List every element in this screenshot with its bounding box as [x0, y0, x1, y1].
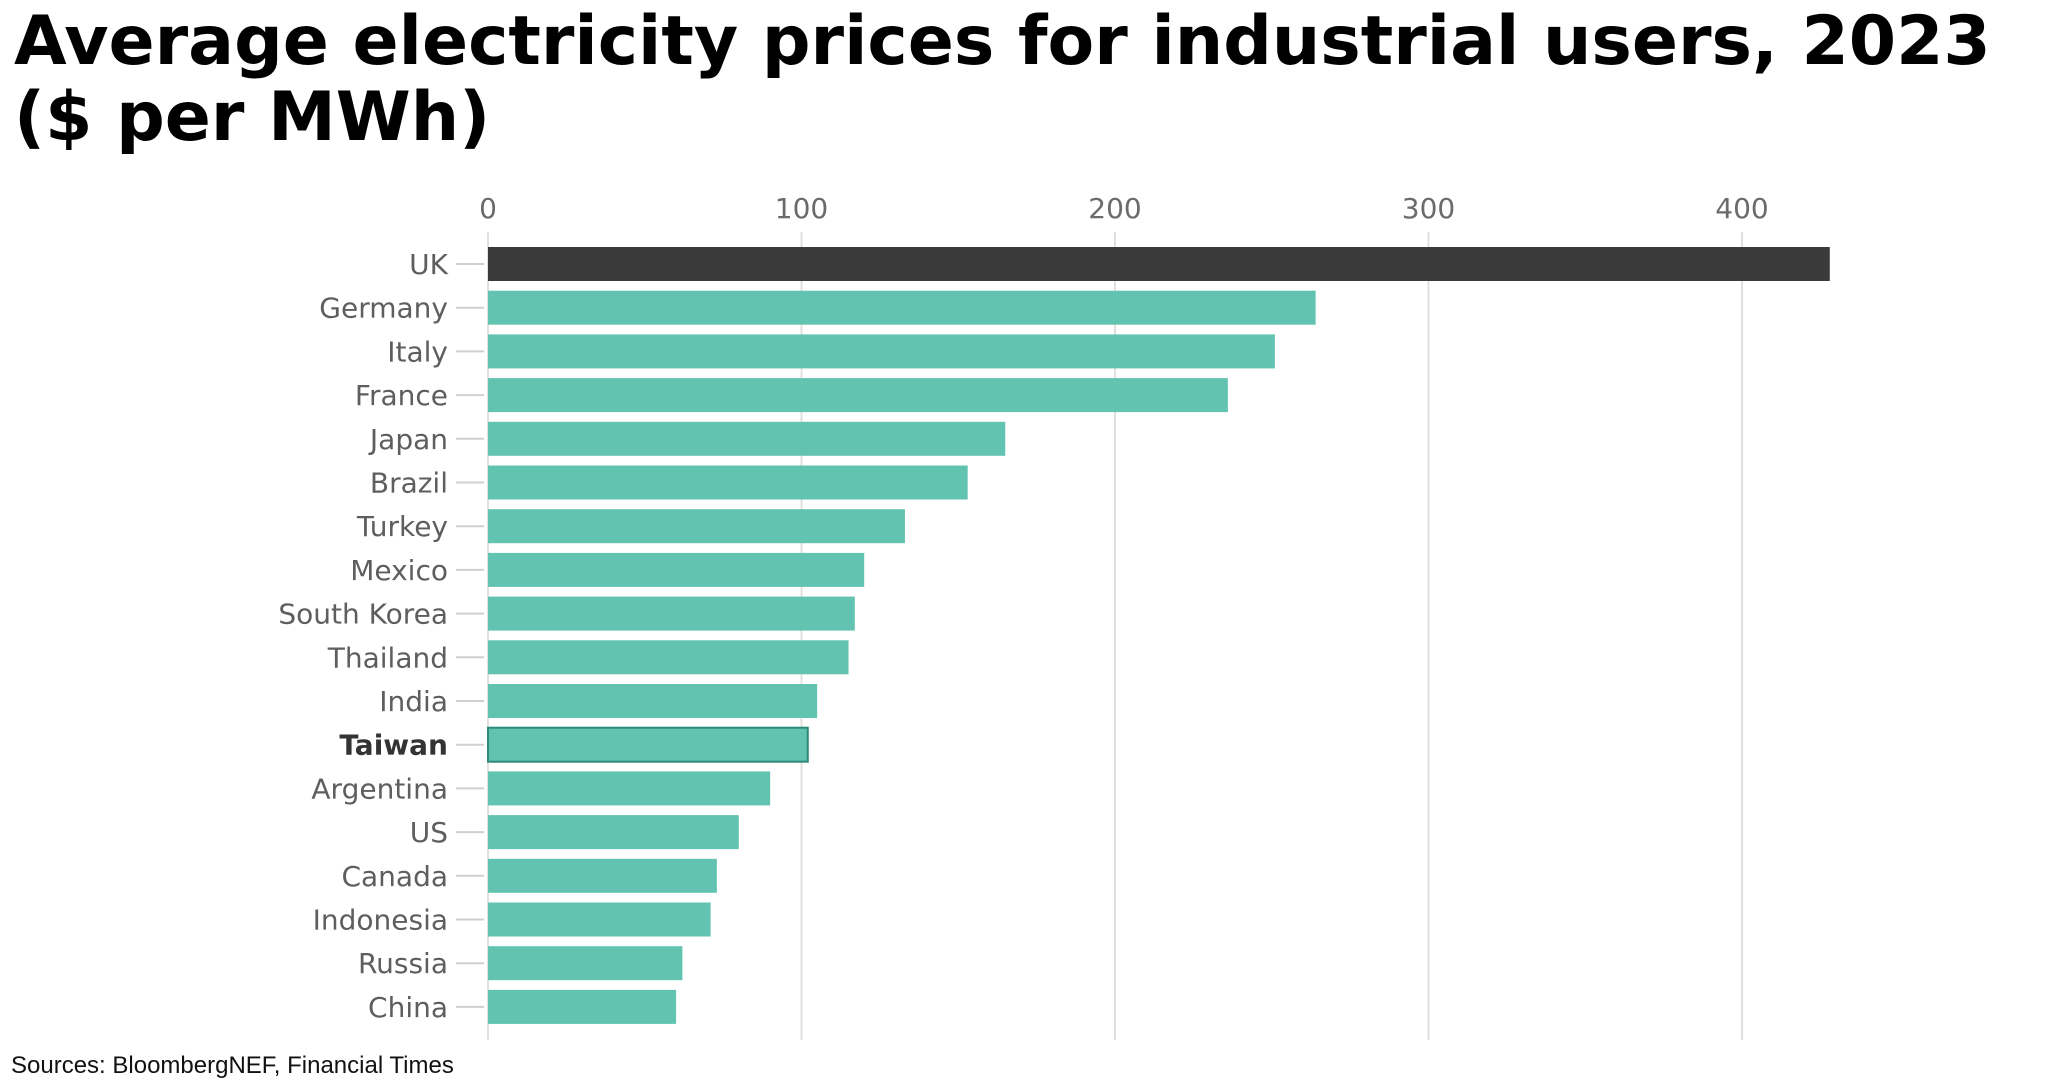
category-label-taiwan: Taiwan — [339, 729, 448, 762]
bar-indonesia — [488, 902, 711, 937]
bar-japan — [488, 421, 1006, 456]
bar-mexico — [488, 552, 865, 587]
bar-us — [488, 815, 739, 850]
category-label-brazil: Brazil — [370, 467, 448, 500]
category-label-mexico: Mexico — [350, 554, 448, 587]
source-note: Sources: BloombergNEF, Financial Times — [11, 1052, 454, 1079]
bar-italy — [488, 334, 1275, 369]
bar-brazil — [488, 465, 968, 500]
category-label-italy: Italy — [387, 335, 448, 368]
category-label-japan: Japan — [368, 423, 448, 456]
category-label-china: China — [368, 991, 448, 1024]
bar-uk — [488, 247, 1830, 281]
category-label-indonesia: Indonesia — [313, 904, 448, 937]
category-label-france: France — [355, 379, 448, 412]
bar-thailand — [488, 640, 849, 675]
bar-turkey — [488, 509, 905, 544]
bars — [487, 247, 1830, 1024]
x-tick-label-100: 100 — [775, 192, 828, 225]
category-label-uk: UK — [409, 248, 448, 281]
x-tick-label-0: 0 — [479, 192, 497, 225]
category-label-thailand: Thailand — [327, 641, 448, 674]
category-label-russia: Russia — [358, 947, 448, 980]
category-labels: UK Germany Italy France Japan Brazil Turkey Mex… — [278, 248, 484, 1024]
category-label-argentina: Argentina — [311, 772, 448, 805]
category-label-south-korea: South Korea — [278, 598, 448, 631]
category-label-us: US — [410, 816, 448, 849]
category-label-canada: Canada — [341, 860, 448, 893]
category-label-germany: Germany — [319, 292, 448, 325]
bar-china — [488, 989, 677, 1024]
bar-germany — [488, 290, 1316, 325]
category-label-india: India — [379, 685, 448, 718]
x-axis-ticks: 0 100 200 300 400 — [479, 192, 1769, 225]
bar-russia — [488, 946, 683, 981]
bar-france — [488, 378, 1228, 413]
bar-taiwan — [487, 726, 809, 763]
chart-title: Average electricity prices for industria… — [14, 2, 1991, 157]
bar-canada — [488, 858, 717, 893]
category-label-turkey: Turkey — [356, 510, 448, 543]
bar-india — [488, 684, 818, 718]
x-tick-label-400: 400 — [1715, 192, 1768, 225]
bar-south-korea — [488, 596, 855, 631]
bar-argentina — [488, 771, 771, 806]
x-tick-label-300: 300 — [1402, 192, 1455, 225]
x-tick-label-200: 200 — [1088, 192, 1141, 225]
